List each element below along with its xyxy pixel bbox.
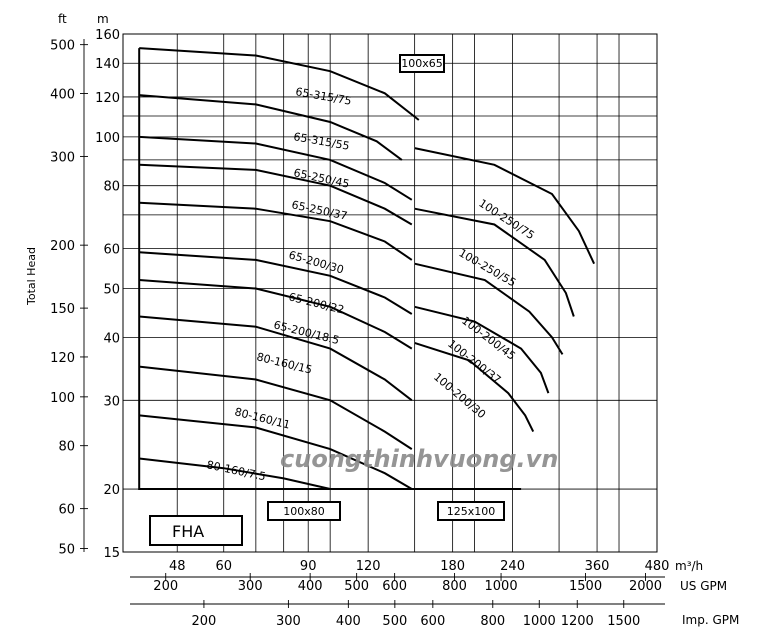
- curve-65-315-55-lower: [139, 135, 413, 201]
- y-tick-label-m: 20: [103, 483, 120, 498]
- y-tick-label-m: 50: [103, 283, 120, 298]
- x-tick-label-usgpm: 1500: [569, 579, 602, 594]
- y-tick-label-m: 160: [95, 28, 120, 43]
- curve-label: 80-160/11: [233, 405, 291, 431]
- x-tick-label-m3h: 240: [500, 559, 525, 574]
- curve-label: 80-160/7.5: [205, 458, 267, 483]
- x-tick-label-impgpm: 800: [480, 614, 505, 629]
- x-tick-label-m3h: 180: [440, 559, 465, 574]
- curve-label: 100-250/75: [476, 197, 536, 243]
- y-tick-label-m: 60: [103, 243, 120, 258]
- x-tick-label-m3h: 360: [585, 559, 610, 574]
- x-unit-usgpm-label: US GPM: [680, 579, 727, 593]
- x-tick-label-impgpm: 200: [192, 614, 217, 629]
- y-tick-label-ft: 300: [50, 150, 75, 165]
- x-tick-label-usgpm: 500: [344, 579, 369, 594]
- y-tick-label-ft: 120: [50, 351, 75, 366]
- curve-65-250-37: [139, 201, 413, 261]
- x-unit-m3h-label: m³/h: [675, 559, 703, 573]
- x-unit-impgpm-label: Imp. GPM: [682, 613, 739, 627]
- x-tick-label-m3h: 48: [169, 559, 186, 574]
- curve-65-200-22: [139, 279, 413, 350]
- box-100x80: [267, 501, 341, 521]
- chart-boxes: 100x65 100x80 125x100: [267, 54, 505, 521]
- curve-65-315-75: [139, 47, 420, 121]
- plot-frame: [122, 33, 658, 553]
- curve-65-200-18-5: [139, 315, 413, 402]
- y-tick-label-m: 140: [95, 57, 120, 72]
- curve-100-200-30: [414, 341, 535, 433]
- box-125x100: [437, 501, 505, 521]
- y-tick-label-ft: 200: [50, 239, 75, 254]
- x-tick-label-usgpm: 1000: [485, 579, 518, 594]
- y-tick-label-ft: 100: [50, 391, 75, 406]
- x-tick-label-impgpm: 600: [420, 614, 445, 629]
- chart-grid: [122, 33, 658, 553]
- y-tick-label-ft: 500: [50, 39, 75, 54]
- x-tick-label-m3h: 60: [215, 559, 232, 574]
- curve-80-160-15: [139, 365, 413, 450]
- x-tick-label-impgpm: 1000: [523, 614, 556, 629]
- watermark-text: cuongthinhvuong.vn: [280, 445, 558, 473]
- y-tick-label-m: 30: [103, 394, 120, 409]
- curve-label: 65-315/75: [294, 85, 352, 108]
- y-tick-label-m: 120: [95, 91, 120, 106]
- y-tick-label-ft: 80: [58, 440, 75, 455]
- x-tick-label-usgpm: 300: [238, 579, 263, 594]
- curve-label: 80-160/15: [255, 350, 313, 376]
- y-tick-label-m: 15: [103, 546, 120, 561]
- curve-label: 65-250/45: [292, 166, 350, 190]
- x-tick-label-usgpm: 400: [298, 579, 323, 594]
- x-tick-label-impgpm: 1500: [607, 614, 640, 629]
- curve-100-200-37: [414, 305, 550, 394]
- x-tick-label-usgpm: 600: [382, 579, 407, 594]
- curve-80-160-11: [139, 414, 413, 490]
- x-tick-label-impgpm: 500: [382, 614, 407, 629]
- unit-m-label: m: [97, 12, 109, 26]
- box-100x65: [399, 54, 445, 73]
- box-label-100x80: 100x80: [283, 505, 325, 518]
- x-tick-label-m3h: 90: [300, 559, 317, 574]
- x-tick-label-m3h: 480: [645, 559, 670, 574]
- x-tick-label-m3h: 120: [356, 559, 381, 574]
- y-axis-title: Total Head: [25, 247, 38, 306]
- curve-label: 65-315/55: [292, 130, 350, 153]
- box-label-125x100: 125x100: [447, 505, 496, 518]
- x-tick-label-impgpm: 400: [336, 614, 361, 629]
- curve-100-250-75: [414, 147, 596, 265]
- y-tick-label-ft: 50: [58, 543, 75, 558]
- y-tick-label-ft: 60: [58, 503, 75, 518]
- curve-label: 65-200/22: [287, 290, 345, 316]
- curve-100-250-55: [414, 207, 575, 317]
- y-tick-label-m: 80: [103, 180, 120, 195]
- x-tick-label-usgpm: 2000: [629, 579, 662, 594]
- curve-100-200-45: [414, 262, 564, 355]
- chart-axes: 15 20 30 40 50 60 80 100 120 140 160 50 60 80 100 120 15…: [50, 28, 669, 629]
- y-tick-label-m: 100: [95, 131, 120, 146]
- chart-curves: [138, 47, 596, 490]
- box-label-100x65: 100x65: [401, 57, 443, 70]
- curve-65-200-30: [139, 251, 413, 315]
- curve-label: 100-200/30: [431, 370, 488, 421]
- series-label: FHA: [172, 522, 204, 541]
- unit-ft-label: ft: [58, 12, 67, 26]
- y-tick-label-ft: 400: [50, 87, 75, 102]
- curve-65-315-55: [139, 94, 403, 161]
- x-tick-label-impgpm: 1200: [561, 614, 594, 629]
- envelope-line: [138, 48, 522, 490]
- x-tick-label-usgpm: 800: [442, 579, 467, 594]
- curve-65-250-45: [139, 163, 413, 226]
- y-tick-label-ft: 150: [50, 302, 75, 317]
- series-label-box: [149, 515, 243, 546]
- y-tick-label-m: 40: [103, 331, 120, 346]
- x-tick-label-impgpm: 300: [276, 614, 301, 629]
- x-tick-label-usgpm: 200: [153, 579, 178, 594]
